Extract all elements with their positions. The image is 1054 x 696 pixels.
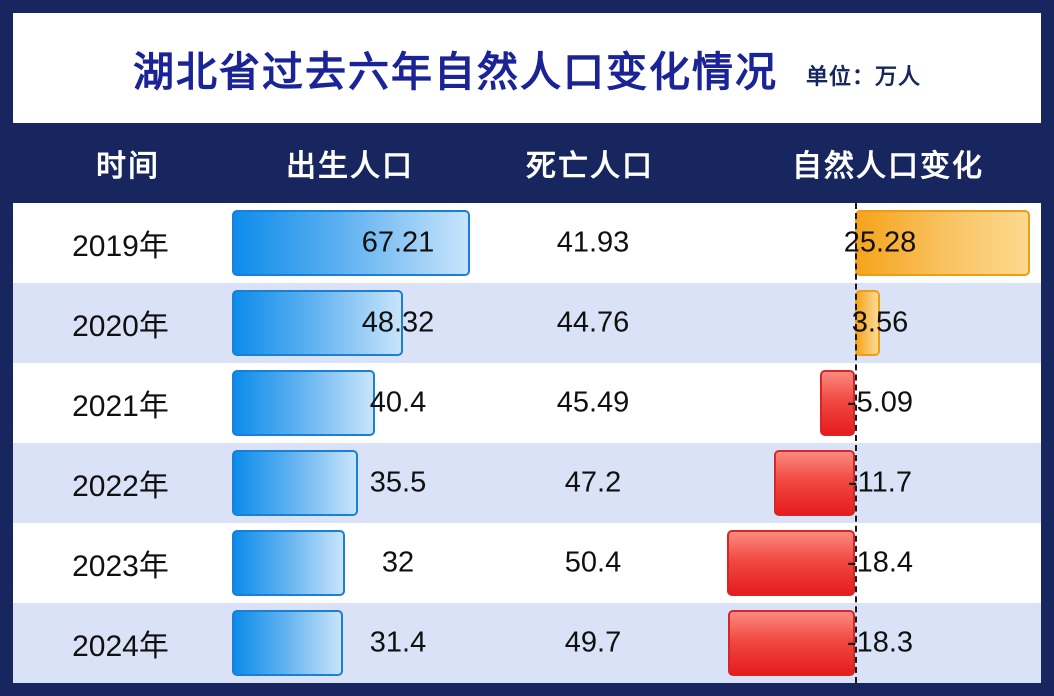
birth-value: 32 (381, 546, 415, 579)
change-value: -18.3 (846, 626, 914, 659)
change-bar (819, 370, 855, 436)
birth-value: 67.21 (361, 226, 435, 259)
birth-value: 48.32 (361, 306, 435, 339)
table-row: 2023年 32 50.4 -18.4 (13, 523, 1041, 603)
change-bar (855, 290, 880, 356)
year-label: 2023年 (72, 550, 169, 583)
birth-value: 40.4 (369, 386, 427, 419)
birth-bar (232, 210, 470, 276)
change-value: -11.7 (848, 466, 912, 499)
change-bar (773, 450, 855, 516)
header-cell-time: 时间 (96, 150, 160, 183)
year-label: 2024年 (72, 630, 169, 663)
header-cell-death: 死亡人口 (526, 150, 654, 183)
change-value: -5.09 (846, 386, 914, 419)
table-row: 2019年 67.21 41.93 25.28 (13, 203, 1041, 283)
death-value: 49.7 (564, 626, 622, 659)
year-label: 2021年 (72, 390, 169, 423)
table-row: 2022年 35.5 47.2 -11.7 (13, 443, 1041, 523)
death-value: 47.2 (564, 466, 622, 499)
death-value: 41.93 (556, 226, 630, 259)
birth-bar (232, 290, 404, 356)
death-value: 44.76 (556, 306, 630, 339)
year-label: 2019年 (72, 230, 169, 263)
table-row: 2020年 48.32 44.76 3.56 (13, 283, 1041, 363)
birth-value: 31.4 (369, 626, 427, 659)
change-bar (855, 210, 1031, 276)
unit-label: 单位：万人 (805, 64, 921, 89)
year-label: 2020年 (72, 310, 169, 343)
birth-bar (232, 610, 344, 676)
header-cell-change: 自然人口变化 (792, 150, 984, 183)
change-bar (728, 610, 855, 676)
birth-bar (232, 530, 346, 596)
header-cell-birth: 出生人口 (286, 150, 414, 183)
year-label: 2022年 (72, 470, 169, 503)
page-title: 湖北省过去六年自然人口变化情况 (132, 49, 778, 95)
change-value: 25.28 (843, 226, 917, 259)
change-value: 3.56 (851, 306, 909, 339)
table-row: 2021年 40.4 45.49 -5.09 (13, 363, 1041, 443)
birth-bar (232, 450, 358, 516)
table-body: 2019年 67.21 41.93 25.28 2020年 48.32 44.7… (13, 203, 1041, 683)
change-value: -18.4 (846, 546, 914, 579)
zero-axis-line (855, 203, 857, 683)
table-row: 2024年 31.4 49.7 -18.3 (13, 603, 1041, 683)
title-bar: 湖北省过去六年自然人口变化情况 单位：万人 (13, 13, 1041, 123)
birth-bar (232, 370, 376, 436)
birth-value: 35.5 (369, 466, 427, 499)
table-header: 时间 出生人口 死亡人口 自然人口变化 (13, 123, 1041, 203)
death-value: 45.49 (556, 386, 630, 419)
death-value: 50.4 (564, 546, 622, 579)
change-bar (727, 530, 855, 596)
